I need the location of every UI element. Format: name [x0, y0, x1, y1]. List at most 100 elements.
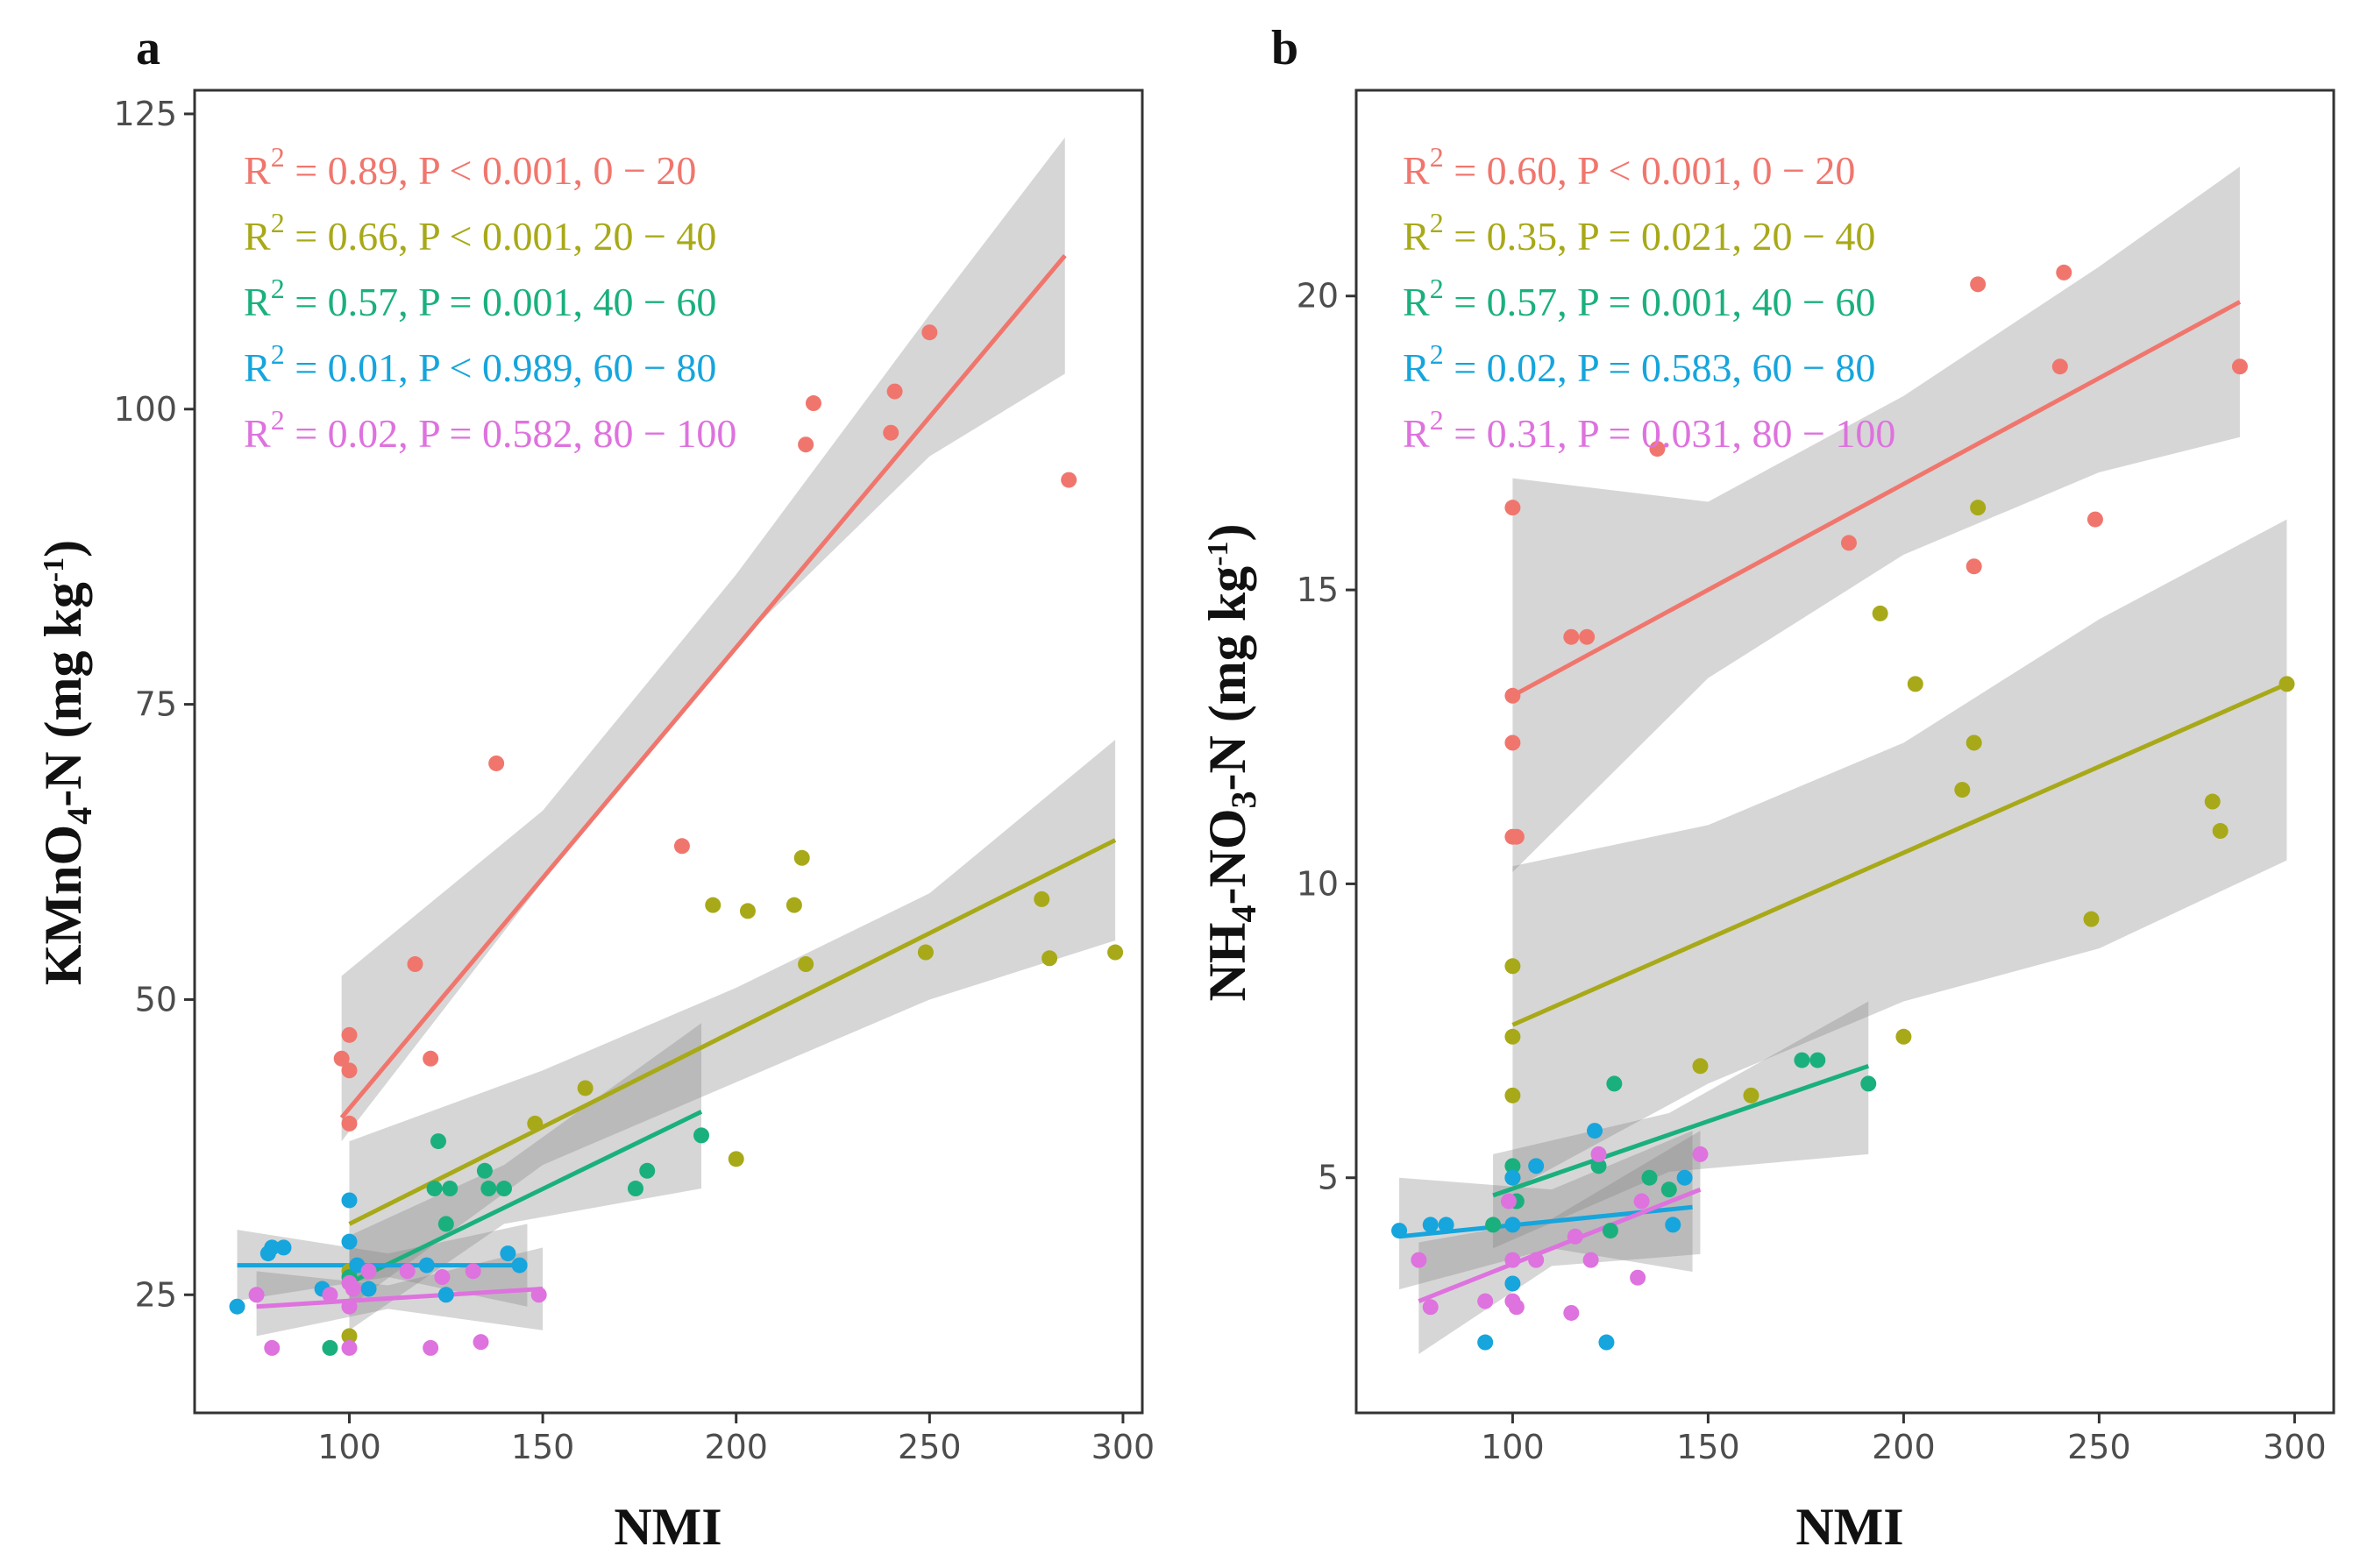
panel-b-plot-frame	[1354, 89, 2335, 1415]
y-tick-label: 20	[1297, 277, 1339, 316]
panel-b-stat-labels: R2 = 0.60, P < 0.001, 0 − 20 R2 = 0.35, P…	[1403, 141, 1895, 456]
data-point-40-60	[1602, 1223, 1618, 1239]
data-point-0-20	[1579, 628, 1596, 645]
data-point-60-80	[229, 1298, 245, 1315]
data-point-20-40	[1895, 1028, 1912, 1045]
panel-a-plot-frame	[193, 89, 1144, 1415]
data-point-40-60	[1606, 1075, 1623, 1092]
x-tick-label: 300	[1091, 1428, 1155, 1466]
data-point-0-20	[2056, 264, 2072, 280]
data-point-80-100	[530, 1287, 547, 1303]
data-point-80-100	[248, 1287, 265, 1303]
data-point-0-20	[1508, 828, 1525, 845]
data-point-20-40	[1907, 676, 1923, 692]
panel-a-letter: a	[136, 21, 160, 75]
y-tick-label: 50	[135, 980, 177, 1018]
y-tick-label: 125	[113, 95, 177, 133]
data-point-60-80	[1528, 1158, 1545, 1174]
data-point-80-100	[1633, 1193, 1650, 1210]
fit-line-40-60	[1492, 1063, 1870, 1198]
panel-b-y-ticks: 5 10 15 20	[1297, 277, 1356, 1197]
data-point-40-60	[1485, 1217, 1502, 1233]
data-point-80-100	[1477, 1293, 1494, 1309]
data-point-0-20	[1840, 535, 1857, 551]
data-point-60-80	[1504, 1217, 1521, 1233]
data-point-20-40	[1692, 1058, 1709, 1075]
y-title-close: )	[34, 540, 92, 557]
data-point-40-60	[437, 1216, 454, 1232]
stat-label-80-100: R2 = 0.31, P = 0.031, 80 − 100	[1403, 404, 1895, 456]
data-point-60-80	[341, 1233, 358, 1250]
data-point-80-100	[1500, 1193, 1517, 1210]
data-point-40-60	[639, 1162, 656, 1179]
data-point-0-20	[2051, 358, 2068, 375]
data-point-80-100	[399, 1263, 416, 1280]
data-point-80-100	[1508, 1299, 1525, 1316]
data-point-40-60	[442, 1181, 459, 1197]
panel-a-x-ticks: 100 150 200 250 300	[317, 1413, 1155, 1466]
panel-b-letter: b	[1271, 21, 1298, 75]
fit-line-20-40	[348, 838, 1117, 1226]
confidence-band-20-40	[349, 740, 1116, 1307]
x-tick-label: 200	[704, 1428, 768, 1466]
data-point-20-40	[1966, 734, 1982, 751]
data-point-20-40	[705, 897, 722, 913]
y-tick-label: 5	[1318, 1159, 1339, 1197]
data-point-60-80	[418, 1257, 435, 1274]
fit-line-0-20	[1511, 300, 2242, 698]
y-title-rest: -NO	[1198, 808, 1256, 905]
data-point-20-40	[1970, 500, 1987, 516]
panel-a-fit-lines	[237, 254, 1117, 1309]
data-point-0-20	[341, 1115, 358, 1132]
data-point-0-20	[883, 424, 899, 441]
y-tick-label: 100	[113, 390, 177, 429]
data-point-40-60	[476, 1162, 493, 1179]
data-point-0-20	[1504, 500, 1521, 516]
data-point-0-20	[1970, 276, 1987, 293]
data-point-60-80	[500, 1245, 516, 1262]
y-title-sup: -1	[38, 557, 70, 582]
stat-label-40-60: R2 = 0.57, P = 0.001, 40 − 60	[244, 273, 716, 324]
data-point-0-20	[1504, 687, 1521, 704]
data-point-20-40	[1504, 1028, 1521, 1045]
data-point-0-20	[921, 324, 938, 341]
panel-a-y-axis-title: KMnO4-N (mg kg-1)	[34, 540, 99, 985]
stat-label-80-100: R2 = 0.02, P = 0.582, 80 − 100	[244, 404, 736, 456]
data-point-40-60	[1860, 1075, 1877, 1092]
data-point-60-80	[1587, 1123, 1603, 1139]
data-point-20-40	[577, 1080, 594, 1096]
fit-line-80-100	[1418, 1187, 1702, 1303]
data-point-60-80	[1676, 1169, 1693, 1186]
data-point-0-20	[673, 838, 690, 855]
confidence-band-0-20	[1512, 167, 2240, 872]
data-point-80-100	[1582, 1252, 1599, 1268]
data-point-0-20	[886, 383, 903, 400]
x-tick-label: 100	[1481, 1428, 1545, 1466]
panel-a-data-points	[229, 324, 1124, 1356]
data-point-80-100	[1411, 1252, 1427, 1268]
data-point-0-20	[341, 1062, 358, 1079]
data-point-0-20	[1504, 734, 1521, 751]
data-point-80-100	[1528, 1252, 1545, 1268]
data-point-20-40	[1872, 605, 1888, 621]
x-tick-label: 150	[511, 1428, 575, 1466]
data-point-20-40	[1034, 890, 1050, 907]
data-point-60-80	[1598, 1334, 1615, 1351]
data-point-40-60	[693, 1127, 710, 1144]
data-point-80-100	[341, 1298, 358, 1315]
data-point-80-100	[1567, 1228, 1583, 1245]
data-point-60-80	[341, 1192, 358, 1209]
data-point-20-40	[2278, 676, 2295, 692]
data-point-80-100	[473, 1334, 489, 1351]
confidence-band-40-60	[1493, 1001, 1869, 1249]
panel-a-chart: a 100 150 200 250 300 25 50 75 100 125 R2 = 0.89…	[34, 21, 1155, 1556]
data-point-0-20	[1649, 441, 1666, 458]
data-point-80-100	[1422, 1299, 1439, 1316]
data-point-0-20	[488, 755, 505, 771]
data-point-80-100	[360, 1263, 377, 1280]
y-title-sup: -1	[1202, 542, 1234, 566]
data-point-80-100	[322, 1287, 338, 1303]
data-point-0-20	[341, 1026, 358, 1043]
data-point-80-100	[1692, 1146, 1709, 1162]
